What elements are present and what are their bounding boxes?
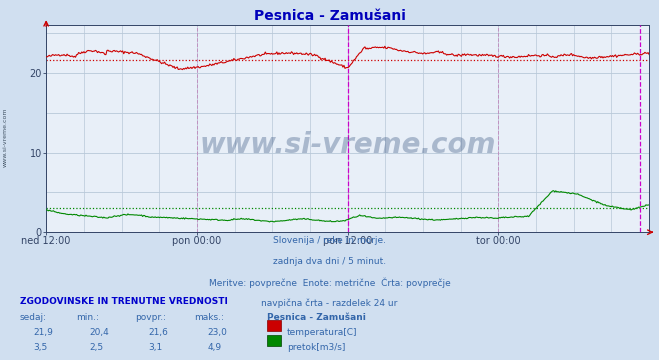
Text: Meritve: povprečne  Enote: metrične  Črta: povprečje: Meritve: povprečne Enote: metrične Črta:…: [209, 278, 450, 288]
Text: zadnja dva dni / 5 minut.: zadnja dva dni / 5 minut.: [273, 257, 386, 266]
Text: povpr.:: povpr.:: [135, 313, 166, 322]
Text: temperatura[C]: temperatura[C]: [287, 328, 357, 337]
Text: www.si-vreme.com: www.si-vreme.com: [200, 131, 496, 159]
Text: min.:: min.:: [76, 313, 99, 322]
Text: sedaj:: sedaj:: [20, 313, 47, 322]
Text: Pesnica - Zamušani: Pesnica - Zamušani: [254, 9, 405, 23]
Text: 21,6: 21,6: [148, 328, 168, 337]
Text: 3,1: 3,1: [148, 343, 163, 352]
Text: pretok[m3/s]: pretok[m3/s]: [287, 343, 345, 352]
Text: Pesnica - Zamušani: Pesnica - Zamušani: [267, 313, 366, 322]
Text: www.si-vreme.com: www.si-vreme.com: [3, 107, 8, 167]
Text: maks.:: maks.:: [194, 313, 224, 322]
Text: 2,5: 2,5: [89, 343, 103, 352]
Text: ZGODOVINSKE IN TRENUTNE VREDNOSTI: ZGODOVINSKE IN TRENUTNE VREDNOSTI: [20, 297, 227, 306]
Text: Slovenija / reke in morje.: Slovenija / reke in morje.: [273, 236, 386, 245]
Text: 21,9: 21,9: [33, 328, 53, 337]
Text: 20,4: 20,4: [89, 328, 109, 337]
Text: 3,5: 3,5: [33, 343, 47, 352]
Text: 23,0: 23,0: [208, 328, 227, 337]
Text: 4,9: 4,9: [208, 343, 221, 352]
Text: navpična črta - razdelek 24 ur: navpična črta - razdelek 24 ur: [262, 298, 397, 308]
